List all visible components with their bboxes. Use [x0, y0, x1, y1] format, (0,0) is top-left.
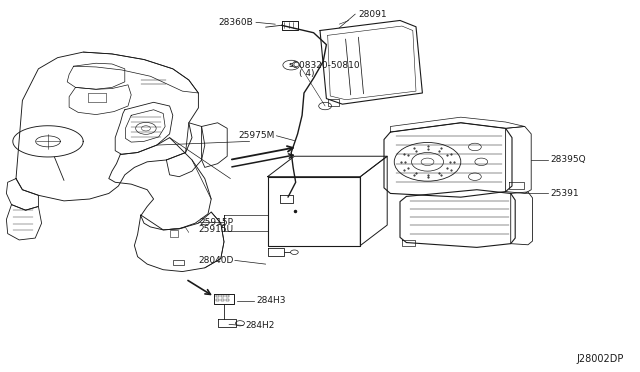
Text: J28002DP: J28002DP [577, 354, 624, 364]
Bar [226, 299, 229, 301]
Bar [173, 260, 184, 265]
Bar [221, 295, 224, 297]
Text: ( 4): ( 4) [299, 69, 314, 78]
Bar [226, 295, 229, 297]
Text: 28360B: 28360B [218, 18, 253, 27]
Bar [216, 295, 219, 297]
Text: ©08320-50810: ©08320-50810 [291, 61, 361, 70]
Bar [216, 299, 219, 301]
Text: S: S [289, 62, 294, 68]
Text: 28040D: 28040D [198, 256, 234, 265]
Text: 284H3: 284H3 [256, 296, 285, 305]
Text: 28091: 28091 [358, 10, 387, 19]
Bar [221, 299, 224, 301]
Text: 25915U: 25915U [198, 225, 234, 234]
Text: 25391: 25391 [550, 189, 579, 198]
Text: 28395Q: 28395Q [550, 155, 586, 164]
Bar [170, 230, 178, 237]
Text: 284H2: 284H2 [245, 321, 275, 330]
Text: 25975M: 25975M [239, 131, 275, 140]
Text: 25915P: 25915P [200, 218, 234, 227]
